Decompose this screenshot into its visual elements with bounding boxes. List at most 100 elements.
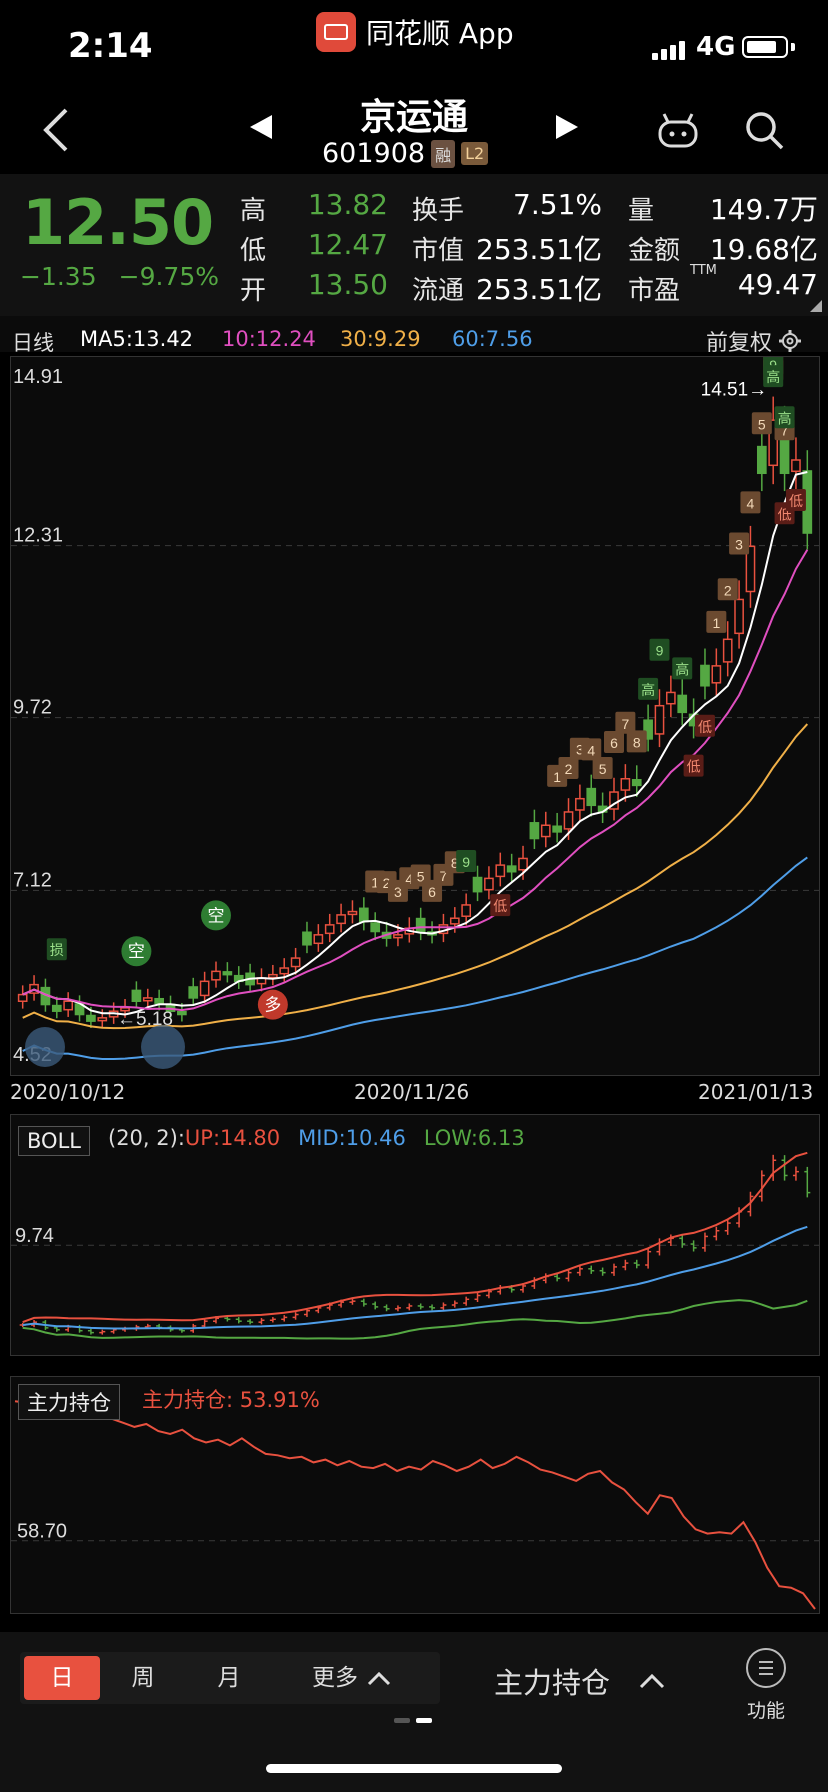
candle: [358, 897, 369, 931]
battery-nub: [791, 43, 795, 51]
low-value: 12.47: [307, 228, 388, 261]
signal-badge: [729, 532, 750, 555]
signal-badge: [774, 406, 795, 429]
candle-body: [506, 865, 517, 873]
y-tick-label: 9.72: [13, 697, 52, 719]
triangle-left-icon: [250, 115, 272, 139]
x-tick-start: 2020/10/12: [10, 1080, 126, 1104]
candle-body: [370, 922, 381, 933]
change-percent: −9.75%: [118, 262, 219, 291]
candle: [586, 774, 597, 817]
candle: [222, 962, 233, 983]
tab-day[interactable]: 日: [24, 1656, 100, 1700]
boll-chart[interactable]: 9.74: [10, 1114, 820, 1356]
period-label[interactable]: 日线: [12, 331, 54, 355]
signal-badge: [626, 730, 647, 753]
robot-icon: [658, 113, 698, 148]
signal-badge-text: 6: [610, 735, 618, 751]
app-logo-icon: [316, 12, 356, 52]
network-type: 4G: [696, 32, 736, 62]
adjust-label: 前复权: [706, 331, 773, 356]
home-indicator[interactable]: [266, 1764, 562, 1773]
function-button[interactable]: 功能: [738, 1648, 794, 1723]
signal-badge: [456, 849, 477, 872]
open-label: 开: [240, 276, 267, 306]
signal-badge: [649, 638, 670, 661]
margin-tag: 融: [431, 139, 456, 168]
app-indicator[interactable]: 同花顺 App: [316, 12, 514, 52]
candle-body: [540, 824, 551, 838]
signal-badge-text: 空: [208, 906, 225, 925]
candle: [506, 853, 517, 882]
candle: [256, 968, 267, 992]
candle-body: [586, 787, 597, 807]
prev-stock-button[interactable]: [246, 112, 276, 146]
change-amount: −1.35: [20, 262, 97, 291]
boll-indicator-label[interactable]: BOLL: [18, 1126, 90, 1156]
candle: [597, 792, 608, 823]
ma10-label: 10:12.24: [222, 327, 316, 351]
boll-params: (20, 2):UP:14.80 MID:10.46 LOW:6.13: [108, 1126, 525, 1150]
candle-body: [791, 459, 801, 473]
signal-badge-text: 高: [778, 410, 792, 426]
candle-body: [313, 934, 324, 945]
back-button[interactable]: [36, 100, 80, 160]
candle-body: [222, 971, 233, 976]
pe-label: 市盈: [628, 276, 681, 306]
candle-body: [63, 1000, 74, 1011]
candle: [51, 996, 62, 1019]
signal-badge: [604, 731, 624, 754]
holding-chart[interactable]: 58.70: [10, 1376, 820, 1614]
signal-badge-text: 高: [675, 661, 689, 677]
ma-line-10:12.24: [22, 549, 809, 1012]
quote-panel: [0, 174, 828, 316]
candle: [347, 900, 358, 924]
signal-badge-text: 5: [417, 869, 425, 885]
kline-chart[interactable]: 14.9112.319.727.124.52损空空多123456789低1234…: [10, 356, 820, 1076]
signal-badge: [763, 365, 784, 388]
candle-body: [97, 1017, 108, 1022]
candle-body: [358, 907, 369, 923]
y-tick-label: 12.31: [13, 525, 63, 547]
tab-week[interactable]: 周: [131, 1665, 155, 1691]
tab-more[interactable]: 更多: [272, 1656, 432, 1700]
candle: [529, 809, 540, 850]
next-stock-button[interactable]: [552, 112, 582, 146]
candle: [370, 912, 381, 941]
candle-body: [17, 993, 28, 1002]
gear-icon: [779, 330, 802, 352]
candle: [131, 981, 142, 1009]
candle-body: [518, 857, 528, 871]
adjust-button[interactable]: 前复权: [706, 325, 802, 357]
signal-badge-text: 空: [128, 942, 145, 961]
candle-body: [415, 917, 426, 933]
tab-month[interactable]: 月: [217, 1665, 241, 1691]
indicator-selector[interactable]: 主力持仓: [494, 1660, 666, 1702]
candle: [313, 924, 324, 952]
candle: [609, 777, 619, 821]
candle: [415, 907, 426, 941]
holding-indicator-label[interactable]: 主力持仓: [18, 1384, 120, 1420]
candle: [211, 961, 221, 988]
signal-badge: [490, 894, 511, 917]
candle-body: [142, 997, 153, 1002]
signal-badge-text: 8: [633, 734, 641, 750]
candle-body: [472, 876, 483, 893]
signal-badge: [121, 936, 152, 967]
expand-corner-icon[interactable]: [810, 300, 822, 312]
robot-assistant-button[interactable]: [656, 110, 700, 152]
candle: [540, 811, 551, 848]
candle-body: [188, 986, 199, 999]
boll-up: UP:14.80: [184, 1126, 281, 1150]
indicator-label: 主力持仓: [494, 1666, 611, 1700]
candle: [711, 648, 722, 697]
function-label: 功能: [746, 1700, 785, 1722]
stock-code: 601908: [322, 138, 426, 169]
signal-badge-text: 3: [394, 884, 402, 900]
search-button[interactable]: [742, 108, 786, 152]
turnover-label: 换手: [412, 196, 465, 226]
signal-badge-text: 4: [747, 495, 755, 511]
candle-body: [563, 811, 574, 830]
market-cap-label: 市值: [412, 236, 465, 266]
ma-line-MA5:13.42: [22, 471, 808, 1016]
